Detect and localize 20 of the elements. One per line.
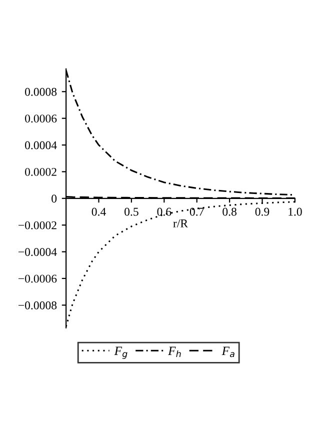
y-tick-label: 0.0006 bbox=[25, 114, 57, 123]
legend-label: F$_{g}$ bbox=[114, 346, 128, 359]
x-tick-label: 0.7 bbox=[190, 208, 204, 216]
x-tick-label: 0.6 bbox=[157, 208, 172, 216]
x-tick-label: 0.5 bbox=[124, 208, 138, 216]
legend-label: F$_{a}$ bbox=[222, 346, 234, 358]
y-tick-label: 0.0002 bbox=[25, 168, 56, 176]
x-axis-title: r/R bbox=[173, 220, 188, 228]
x-tick-label: 0.9 bbox=[255, 208, 270, 216]
y-tick-label: −0.0004 bbox=[18, 248, 57, 256]
legend-label: F$_{h}$ bbox=[168, 346, 181, 358]
y-tick-label: 0.0008 bbox=[25, 88, 57, 96]
y-tick-label: −0.0006 bbox=[18, 274, 57, 283]
x-tick-label: 1.0 bbox=[288, 208, 302, 216]
x-tick-label: 0.8 bbox=[222, 208, 236, 216]
y-tick-label: 0 bbox=[52, 194, 57, 203]
y-tick-label: 0.0004 bbox=[25, 141, 57, 150]
y-tick-label: −0.0002 bbox=[18, 221, 56, 230]
y-tick-label: −0.0008 bbox=[18, 301, 57, 310]
x-tick-label: 0.4 bbox=[92, 208, 106, 216]
